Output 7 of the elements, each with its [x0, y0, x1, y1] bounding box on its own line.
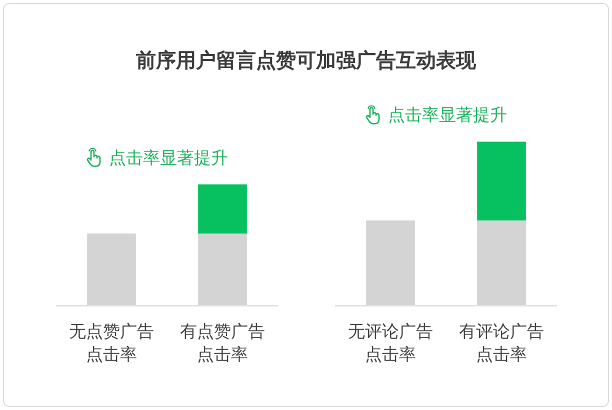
text: 点击率显著提升 [388, 106, 507, 126]
annotation: 点击率显著提升 [109, 148, 228, 168]
chart-title: 前序用户留言点赞可加强广告互动表现 [135, 48, 477, 72]
x-tick-label: 有评论广告点击率 [459, 322, 544, 365]
x-tick-label: 无评论广告点击率 [348, 322, 433, 365]
x-tick-label: 有点赞广告点击率 [180, 322, 265, 365]
x-tick-label: 无点赞广告点击率 [69, 322, 154, 365]
